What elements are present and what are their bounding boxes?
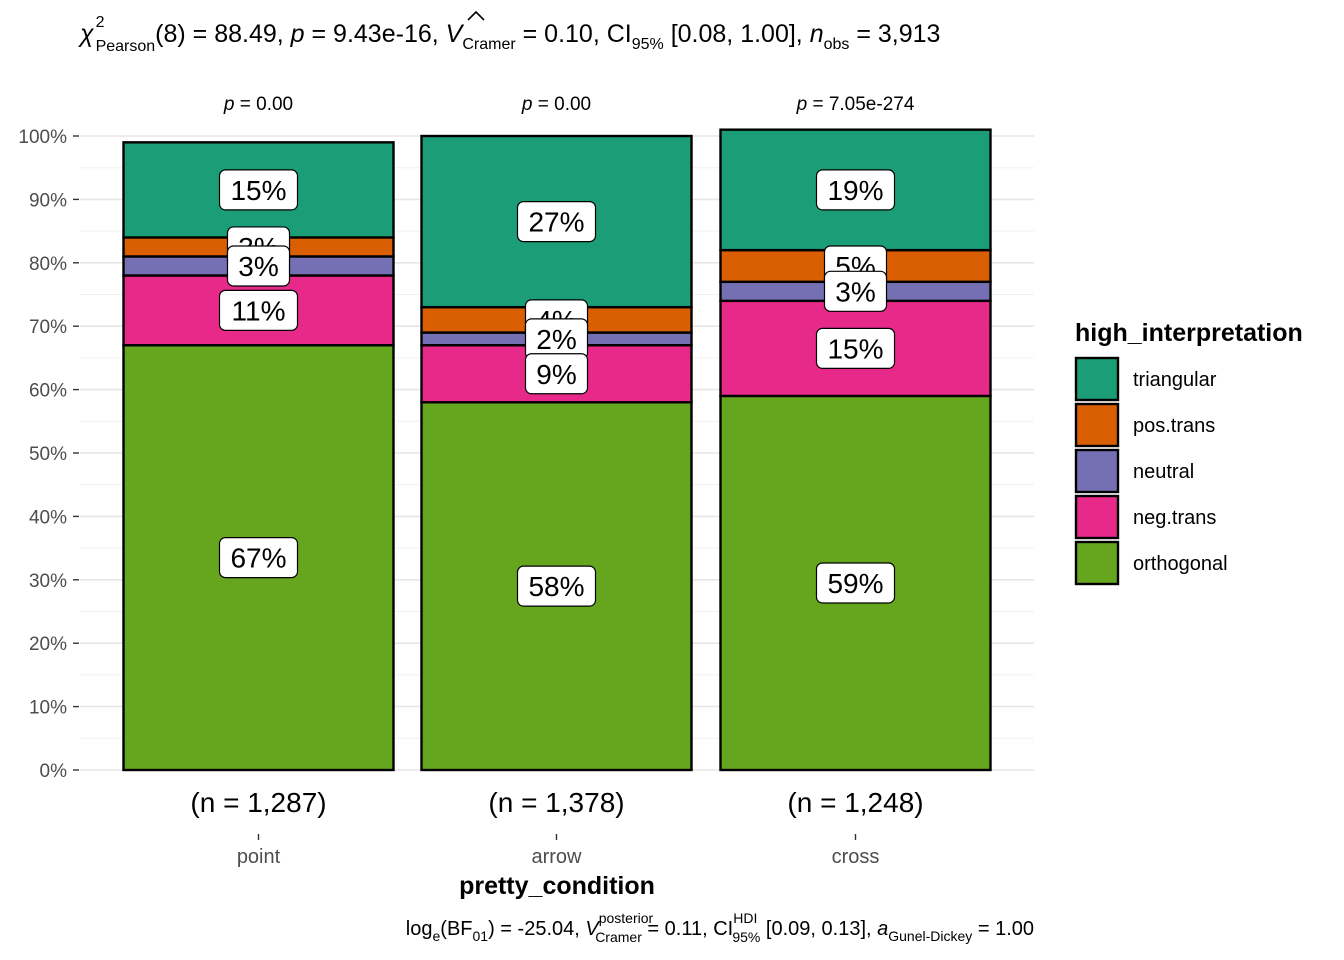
bar-p-value: p = 0.00 bbox=[223, 94, 293, 115]
y-tick-label: 90% bbox=[29, 190, 67, 211]
data-label-box bbox=[226, 245, 291, 287]
p-value-text: = 0.00 bbox=[234, 94, 293, 115]
legend-swatch bbox=[1074, 356, 1120, 402]
data-labels: 15%3%3%11%67%27%4%2%9%58%19%5%3%15%59% bbox=[218, 169, 896, 607]
p-symbol: p bbox=[796, 94, 808, 115]
a-symbol: a bbox=[877, 918, 888, 940]
data-label: 59% bbox=[827, 568, 883, 599]
legend-label: pos.trans bbox=[1133, 415, 1215, 437]
y-tick-label: 70% bbox=[29, 317, 67, 338]
axes: 0% 10% 20% 30% 40% 50% 60% 70% 80% 90% 100% p = 0.0… bbox=[18, 94, 923, 900]
data-label-box bbox=[815, 169, 896, 211]
legend-swatch bbox=[1074, 540, 1120, 586]
v-value: = 0.11, CI bbox=[642, 918, 733, 940]
bar-p-value: p = 0.00 bbox=[521, 94, 591, 115]
x-axis-title: pretty_condition bbox=[459, 872, 655, 900]
x-n-label: (n = 1,287) bbox=[190, 787, 326, 818]
p-value-text: = 0.00 bbox=[532, 94, 591, 115]
a-value: = 1.00 bbox=[972, 918, 1034, 940]
y-tick-label: 0% bbox=[40, 761, 68, 782]
x-n-label: (n = 1,378) bbox=[488, 787, 624, 818]
legend-label: orthogonal bbox=[1133, 553, 1228, 575]
data-label-box bbox=[218, 537, 299, 579]
ci-subscript: 95% bbox=[732, 929, 760, 945]
x-n-label: (n = 1,248) bbox=[787, 787, 923, 818]
chart-caption: loge(BF01) = -25.04, Vposterior Cramer = … bbox=[406, 910, 1034, 945]
data-label: 15% bbox=[230, 175, 286, 206]
p-value: = 9.43e-16, bbox=[305, 20, 446, 48]
bf-value: ) = -25.04, bbox=[488, 918, 585, 940]
legend-label: triangular bbox=[1133, 369, 1217, 391]
x-tick-label: arrow bbox=[531, 846, 582, 868]
v-symbol: V bbox=[585, 918, 600, 940]
legend: high_interpretation triangular pos.trans ne… bbox=[1074, 319, 1303, 586]
data-label-box bbox=[524, 353, 589, 395]
v-subscript: Cramer bbox=[595, 929, 642, 945]
a-subscript: Gunel-Dickey bbox=[888, 928, 972, 944]
v-hat-mark bbox=[467, 10, 485, 21]
subtitle-text: χ 2 Pearson(8) = 88.49, p = 9.43e-16, VCra… bbox=[78, 14, 940, 55]
y-tick-label: 80% bbox=[29, 254, 67, 275]
v-subscript: Cramer bbox=[462, 36, 516, 53]
p-symbol: p bbox=[223, 94, 235, 115]
y-tick-label: 100% bbox=[18, 127, 67, 148]
chart-subtitle: χ 2 Pearson(8) = 88.49, p = 9.43e-16, VCra… bbox=[78, 10, 940, 55]
legend-swatch bbox=[1074, 448, 1120, 494]
n-subscript: obs bbox=[824, 36, 850, 53]
data-label-box bbox=[516, 565, 597, 607]
p-symbol: p bbox=[521, 94, 533, 115]
bar-p-value: p = 7.05e-274 bbox=[796, 94, 915, 115]
data-label: 3% bbox=[835, 276, 875, 307]
ci-superscript: HDI bbox=[733, 910, 757, 926]
legend-label: neutral bbox=[1133, 461, 1194, 483]
n-value: = 3,913 bbox=[849, 20, 940, 48]
y-tick-label: 40% bbox=[29, 507, 67, 528]
data-label: 19% bbox=[827, 175, 883, 206]
ci-subscript: 95% bbox=[632, 36, 664, 53]
data-label-box bbox=[815, 327, 896, 369]
p-symbol: p bbox=[290, 20, 305, 48]
ci-value: [0.08, 1.00], bbox=[664, 20, 810, 48]
x-tick-label: cross bbox=[832, 846, 880, 868]
n-symbol: n bbox=[810, 20, 824, 48]
legend-swatch bbox=[1074, 494, 1120, 540]
v-symbol: V bbox=[446, 20, 465, 48]
ci-value: [0.09, 0.13], bbox=[760, 918, 877, 940]
v-superscript: posterior bbox=[599, 910, 654, 926]
data-label: 15% bbox=[827, 333, 883, 364]
chi-value: (8) = 88.49, bbox=[155, 20, 291, 48]
y-tick-label: 50% bbox=[29, 444, 67, 465]
caption-text: loge(BF01) = -25.04, Vposterior Cramer = … bbox=[406, 910, 1034, 945]
data-label-box bbox=[218, 289, 299, 331]
y-tick-label: 20% bbox=[29, 634, 67, 655]
y-tick-label: 10% bbox=[29, 698, 67, 719]
data-label-box bbox=[815, 562, 896, 604]
data-label: 27% bbox=[528, 207, 584, 238]
legend-swatch bbox=[1074, 402, 1120, 448]
chi-subscript: Pearson bbox=[96, 38, 156, 55]
y-tick-label: 60% bbox=[29, 381, 67, 402]
log-text: log bbox=[406, 918, 433, 940]
data-label: 58% bbox=[528, 571, 584, 602]
v-value: = 0.10, CI bbox=[516, 20, 632, 48]
data-label: 11% bbox=[232, 295, 286, 326]
y-tick-label: 30% bbox=[29, 571, 67, 592]
data-label: 9% bbox=[536, 359, 576, 390]
log-subscript: e bbox=[433, 928, 441, 944]
data-label: 67% bbox=[230, 543, 286, 574]
bf-text: (BF bbox=[440, 918, 472, 940]
data-label-box bbox=[823, 270, 888, 312]
x-tick-label: point bbox=[237, 846, 281, 868]
bf-subscript: 01 bbox=[473, 928, 489, 944]
legend-title: high_interpretation bbox=[1075, 319, 1303, 347]
p-value-text: = 7.05e-274 bbox=[807, 94, 915, 115]
chi-superscript: 2 bbox=[96, 14, 105, 31]
data-label: 3% bbox=[238, 251, 278, 282]
chi-symbol: χ bbox=[78, 20, 94, 48]
data-label-box bbox=[218, 169, 299, 211]
legend-label: neg.trans bbox=[1133, 507, 1216, 529]
data-label: 2% bbox=[536, 324, 576, 355]
data-label-box bbox=[516, 200, 597, 243]
